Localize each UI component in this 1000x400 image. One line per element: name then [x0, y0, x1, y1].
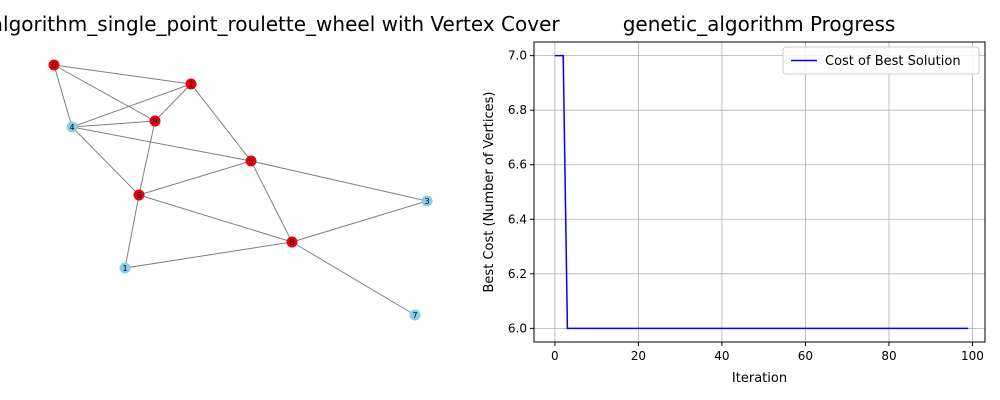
graph-node-label: 3	[424, 197, 429, 206]
graph-node-3	[421, 195, 433, 207]
graph-node-9	[149, 115, 161, 127]
chart-x-tick-label: 60	[798, 349, 813, 363]
graph-node-1	[119, 262, 131, 274]
graph-node-label: 9	[152, 117, 157, 126]
graph-edge-5-8	[250, 160, 293, 243]
chart-y-axis-label: Best Cost (Number of Vertices)	[482, 92, 497, 293]
chart-ticks: 0 20 40 60 80 100 6.0 6.2 6.4 6.6 6.8 7.0	[508, 49, 984, 363]
chart-y-tick-label: 6.0	[508, 321, 527, 335]
graph-edge-8-7	[291, 241, 416, 316]
graph-edge-0-2	[53, 64, 192, 85]
graph-edge-2-9	[154, 83, 192, 122]
chart-series-line-0	[554, 54, 969, 330]
graph-edge-6-8	[138, 194, 293, 243]
graph-node-0	[48, 59, 60, 71]
graph-node-label: 2	[188, 80, 193, 89]
chart-x-tick-label: 100	[961, 349, 984, 363]
graph-node-8	[286, 236, 298, 248]
chart-legend: Cost of Best Solution	[782, 46, 980, 75]
graph-nodes: 0 1 2 3 4 5 6 7 8 9	[48, 59, 433, 321]
graph-edge-3-8	[291, 200, 428, 243]
chart-legend-box	[782, 46, 980, 75]
graph-edge-0-4	[53, 64, 73, 128]
graph-edge-9-6	[138, 120, 156, 196]
chart-y-tick-label: 6.8	[508, 103, 527, 117]
graph-node-label: 4	[69, 123, 74, 132]
chart-title: genetic_algorithm Progress	[623, 12, 896, 36]
graph-edge-2-4	[71, 83, 192, 128]
graph-node-label: 8	[289, 238, 294, 247]
graph-edge-5-3	[250, 160, 428, 202]
graph-edge-4-9	[71, 120, 156, 128]
chart-legend-label: Cost of Best Solution	[825, 54, 961, 69]
graph-edge-5-6	[138, 160, 252, 196]
graph-node-label: 6	[136, 191, 141, 200]
graph-edge-1-8	[124, 241, 293, 269]
graph-node-2	[185, 78, 197, 90]
chart-y-tick-label: 6.4	[508, 212, 527, 226]
graph-node-5	[245, 155, 257, 167]
graph-edge-2-5	[190, 83, 252, 162]
graph-edge-4-6	[71, 126, 140, 196]
graph-edge-6-1	[124, 194, 140, 269]
graph-node-6	[133, 189, 145, 201]
chart-x-axis-label: Iteration	[732, 371, 787, 386]
chart-x-tick-label: 40	[714, 349, 729, 363]
graph-node-label: 0	[51, 61, 56, 70]
graph-node-label: 5	[248, 157, 253, 166]
chart-grid	[534, 42, 985, 342]
chart-x-tick-label: 20	[631, 349, 646, 363]
chart-series	[554, 54, 969, 330]
graph-node-7	[409, 309, 421, 321]
graph-edge-4-5	[71, 126, 252, 162]
chart-y-tick-label: 6.2	[508, 267, 527, 281]
graph-node-label: 7	[412, 311, 417, 320]
chart-plot-frame	[533, 41, 986, 343]
graph-edges	[53, 64, 428, 316]
graph-title: genetic_algorithm_single_point_roulette_…	[0, 12, 560, 36]
chart-x-tick-label: 0	[551, 349, 559, 363]
chart-y-tick-label: 7.0	[508, 49, 527, 63]
graph-node-label: 1	[122, 264, 127, 273]
graph-edge-0-9	[53, 64, 156, 122]
chart-x-tick-label: 80	[881, 349, 896, 363]
chart-y-tick-label: 6.6	[508, 158, 527, 172]
graph-node-4	[66, 121, 78, 133]
